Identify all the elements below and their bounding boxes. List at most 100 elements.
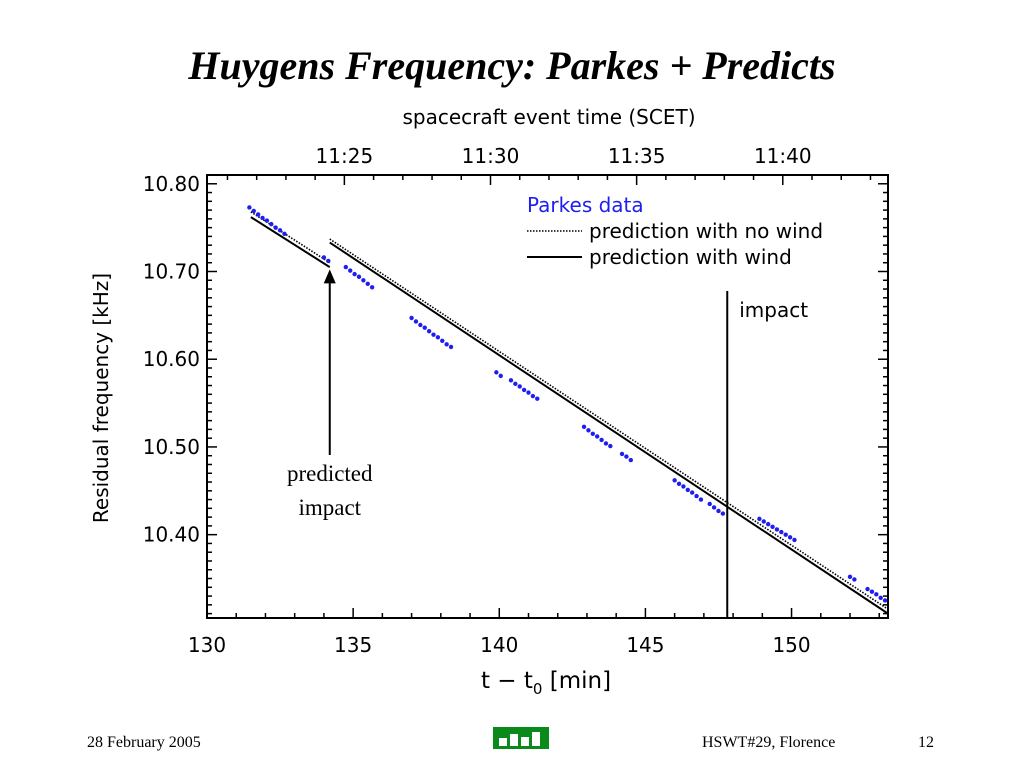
- wind-line: [250, 216, 331, 268]
- data-point: [847, 574, 853, 579]
- data-point: [352, 271, 357, 277]
- data-point: [348, 268, 353, 273]
- data-point: [581, 424, 587, 429]
- x-axis-title: t − t0 [min]: [481, 668, 611, 698]
- data-point: [628, 457, 633, 463]
- data-point: [435, 335, 441, 340]
- y-axis-title: Residual frequency [kHz]: [89, 273, 113, 523]
- data-point: [365, 281, 370, 286]
- data-point: [526, 390, 531, 395]
- data-point: [260, 215, 265, 221]
- data-point: [689, 490, 695, 495]
- data-point: [282, 231, 287, 236]
- x-tick-label: 135: [334, 633, 372, 657]
- footer-event: HSWT#29, Florence: [702, 734, 836, 751]
- no-wind-line: [250, 211, 331, 264]
- slide-title: Huygens Frequency: Parkes + Predicts: [188, 43, 836, 88]
- data-point: [787, 535, 793, 540]
- data-point: [448, 344, 454, 350]
- data-point: [255, 212, 261, 217]
- data-point: [770, 524, 775, 529]
- conference-logo: [493, 727, 549, 749]
- data-point: [779, 529, 784, 535]
- y-tick-label: 10.70: [143, 259, 200, 283]
- data-point: [792, 537, 797, 543]
- data-point: [444, 342, 449, 347]
- data-point: [882, 598, 888, 603]
- wind-line: [329, 241, 889, 615]
- y-tick-label: 10.60: [143, 347, 200, 371]
- data-point: [852, 577, 857, 582]
- data-point: [361, 278, 366, 283]
- data-point: [757, 516, 762, 522]
- data-point: [273, 225, 278, 230]
- impact-label: impact: [739, 298, 808, 322]
- data-point: [590, 431, 596, 436]
- legend-parkes: Parkes data: [527, 193, 644, 217]
- data-point: [720, 511, 726, 516]
- data-point: [251, 208, 256, 214]
- top-tick-label: 11:30: [462, 144, 520, 168]
- data-point: [494, 370, 499, 375]
- data-point: [277, 228, 283, 233]
- data-point: [869, 589, 875, 594]
- data-point: [440, 338, 445, 343]
- prediction-lines: [250, 211, 889, 615]
- data-point: [874, 592, 879, 597]
- data-point: [603, 441, 609, 446]
- no-wind-line: [329, 238, 889, 610]
- data-point: [422, 325, 427, 330]
- data-point: [431, 332, 436, 337]
- data-point: [774, 527, 780, 532]
- legend-wind: prediction with wind: [589, 245, 792, 269]
- parkes-data-points: [247, 205, 888, 603]
- data-point: [264, 218, 270, 223]
- top-tick-label: 11:35: [608, 144, 666, 168]
- data-point: [426, 328, 432, 334]
- data-point: [698, 497, 704, 502]
- data-point: [707, 501, 712, 507]
- plot-frame: [206, 174, 889, 619]
- annotations: impact predicted impact: [287, 269, 808, 618]
- data-point: [676, 481, 682, 486]
- data-point: [521, 387, 527, 393]
- page-number: 12: [918, 734, 934, 751]
- data-point: [321, 255, 327, 260]
- x-tick-label: 130: [188, 633, 226, 657]
- data-point: [619, 451, 625, 457]
- data-point: [681, 484, 686, 489]
- plot-border: [206, 174, 889, 619]
- data-point: [685, 487, 690, 493]
- data-point: [413, 319, 419, 324]
- data-point: [498, 373, 503, 379]
- data-point: [326, 258, 331, 264]
- data-point: [513, 381, 518, 386]
- data-point: [418, 322, 423, 328]
- predicted-impact-label-line2: impact: [298, 495, 361, 520]
- x-tick-label: 140: [480, 633, 518, 657]
- frequency-chart: 130 135 140 145 150 10.40 10.50 10.60 10.70 10.8…: [89, 105, 889, 698]
- data-point: [672, 478, 677, 483]
- y-axis-ticks: 10.40 10.50 10.60 10.70 10.80: [143, 172, 888, 615]
- x-tick-label: 150: [772, 633, 810, 657]
- data-point: [765, 521, 771, 527]
- top-axis-title: spacecraft event time (SCET): [402, 105, 695, 129]
- data-point: [694, 493, 699, 499]
- data-point: [586, 428, 591, 433]
- y-tick-label: 10.80: [143, 172, 200, 196]
- y-tick-label: 10.50: [143, 435, 200, 459]
- data-point: [356, 274, 362, 279]
- data-point: [247, 205, 252, 210]
- data-point: [761, 519, 766, 524]
- top-tick-label: 11:40: [754, 144, 812, 168]
- data-point: [599, 437, 604, 443]
- data-point: [369, 285, 375, 290]
- data-point: [783, 532, 788, 537]
- data-point: [530, 393, 536, 399]
- top-axis-ticks: 11:25 11:30 11:35 11:40: [226, 144, 872, 185]
- data-point: [608, 443, 613, 449]
- predicted-impact-arrow-head: [323, 269, 336, 284]
- data-point: [517, 384, 522, 389]
- x-axis-ticks: 130 135 140 145 150: [188, 608, 880, 657]
